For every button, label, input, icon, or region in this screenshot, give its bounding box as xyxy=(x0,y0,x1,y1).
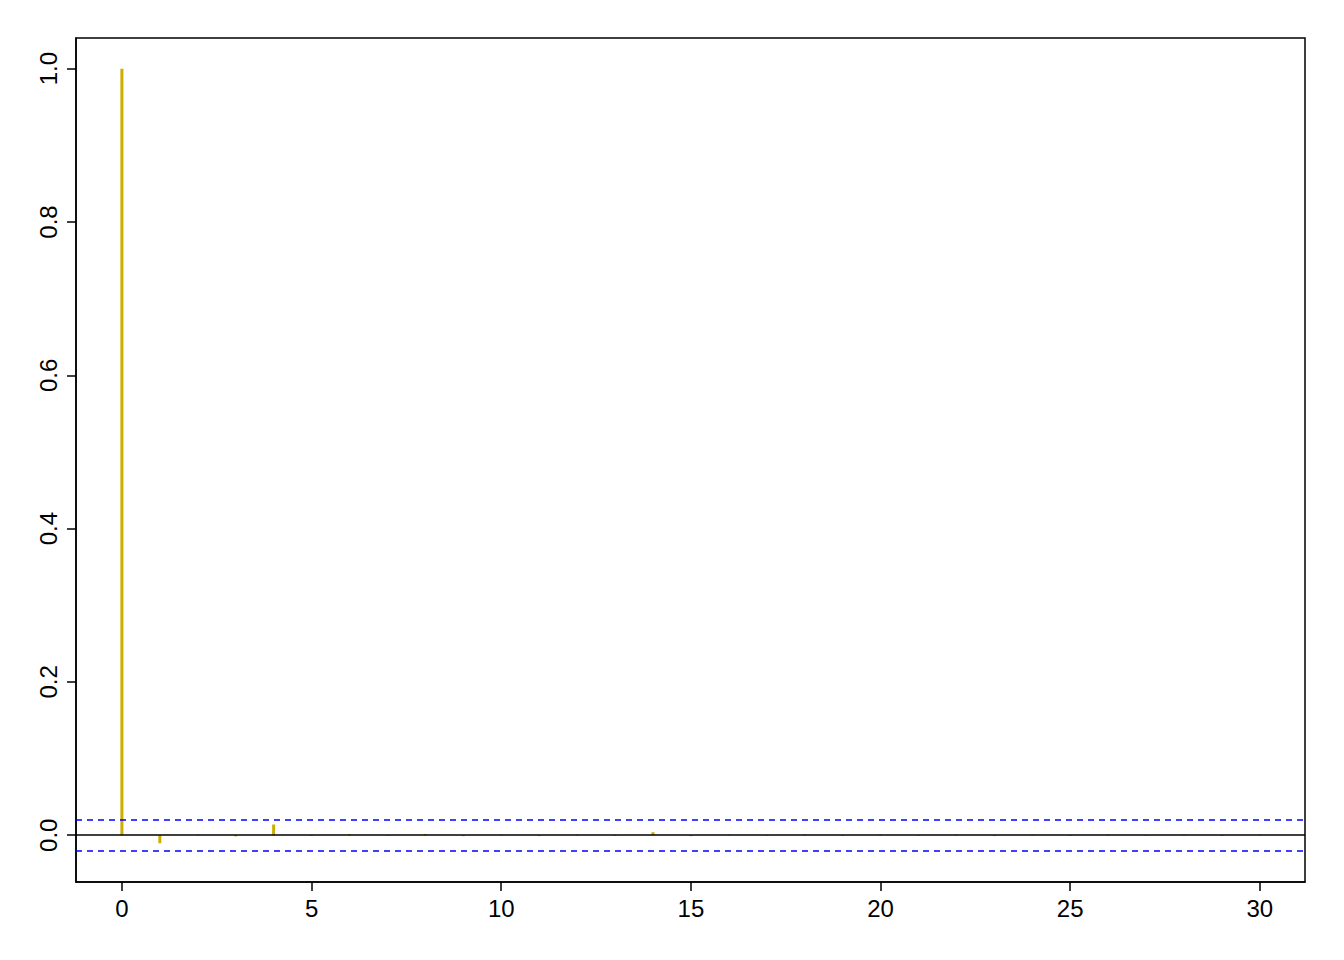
svg-text:0: 0 xyxy=(115,895,128,922)
svg-text:0.2: 0.2 xyxy=(35,665,62,698)
svg-text:0.0: 0.0 xyxy=(35,819,62,852)
svg-text:15: 15 xyxy=(678,895,705,922)
svg-text:0.4: 0.4 xyxy=(35,512,62,545)
svg-text:25: 25 xyxy=(1057,895,1084,922)
svg-text:5: 5 xyxy=(305,895,318,922)
svg-text:1.0: 1.0 xyxy=(35,52,62,85)
svg-text:0.6: 0.6 xyxy=(35,359,62,392)
svg-text:0.8: 0.8 xyxy=(35,205,62,238)
svg-text:20: 20 xyxy=(867,895,894,922)
svg-text:30: 30 xyxy=(1247,895,1274,922)
svg-text:10: 10 xyxy=(488,895,515,922)
